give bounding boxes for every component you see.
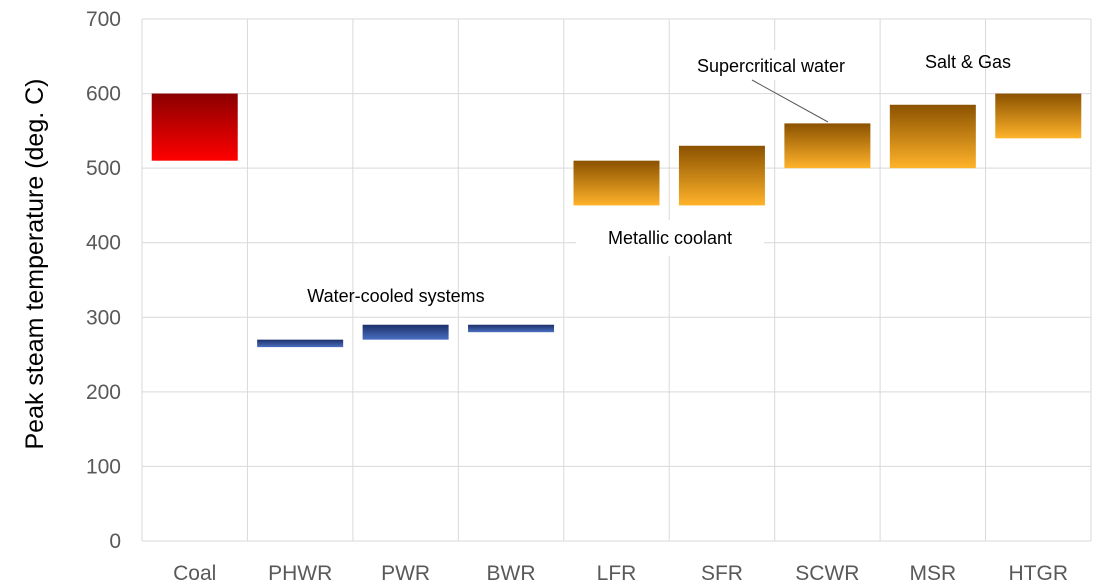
bar-bwr (468, 324, 555, 333)
annotation-supercritical-box (670, 50, 870, 80)
annotation-leader-line (751, 79, 829, 123)
annotation-supercritical-water: Supercritical water (697, 56, 845, 76)
horizontal-gridlines (142, 18, 1091, 542)
x-tick-label-lfr: LFR (597, 562, 637, 585)
annotation-salt-gas: Salt & Gas (925, 52, 1011, 72)
bar-phwr (257, 339, 344, 348)
x-tick-labels: Coal PHWR PWR BWR LFR SFR SCWR MSR HTGR (173, 562, 1068, 585)
bar-pwr (362, 324, 449, 340)
x-tick-label-htgr: HTGR (1009, 562, 1069, 585)
y-axis-label: Peak steam temperature (deg. C) (21, 79, 49, 450)
y-tick-labels: 0 100 200 300 400 500 600 700 (86, 8, 121, 553)
bar-lfr (573, 160, 660, 206)
y-tick-label: 600 (86, 83, 121, 106)
x-tick-label-msr: MSR (909, 562, 956, 585)
y-tick-label: 300 (86, 306, 121, 329)
vertical-gridlines (141, 19, 1092, 541)
y-tick-label: 0 (109, 530, 121, 553)
y-tick-label: 700 (86, 8, 121, 31)
annotation-water-cooled: Water-cooled systems (307, 286, 484, 306)
x-tick-label-pwr: PWR (381, 562, 430, 585)
annotation-metallic-coolant: Metallic coolant (608, 228, 732, 248)
bar-sfr (678, 145, 765, 206)
bar-coal (151, 93, 238, 161)
x-tick-label-sfr: SFR (701, 562, 743, 585)
range-bars (151, 93, 1082, 348)
x-tick-label-coal: Coal (173, 562, 216, 585)
y-tick-label: 100 (86, 455, 121, 478)
y-tick-label: 200 (86, 381, 121, 404)
bar-msr (889, 104, 976, 169)
y-tick-label: 400 (86, 232, 121, 255)
x-tick-label-scwr: SCWR (795, 562, 859, 585)
bar-htgr (995, 93, 1082, 139)
bar-scwr (784, 123, 871, 169)
x-tick-label-phwr: PHWR (268, 562, 332, 585)
x-tick-label-bwr: BWR (487, 562, 536, 585)
y-tick-label: 500 (86, 157, 121, 180)
annotation-metallic-box (576, 220, 764, 256)
